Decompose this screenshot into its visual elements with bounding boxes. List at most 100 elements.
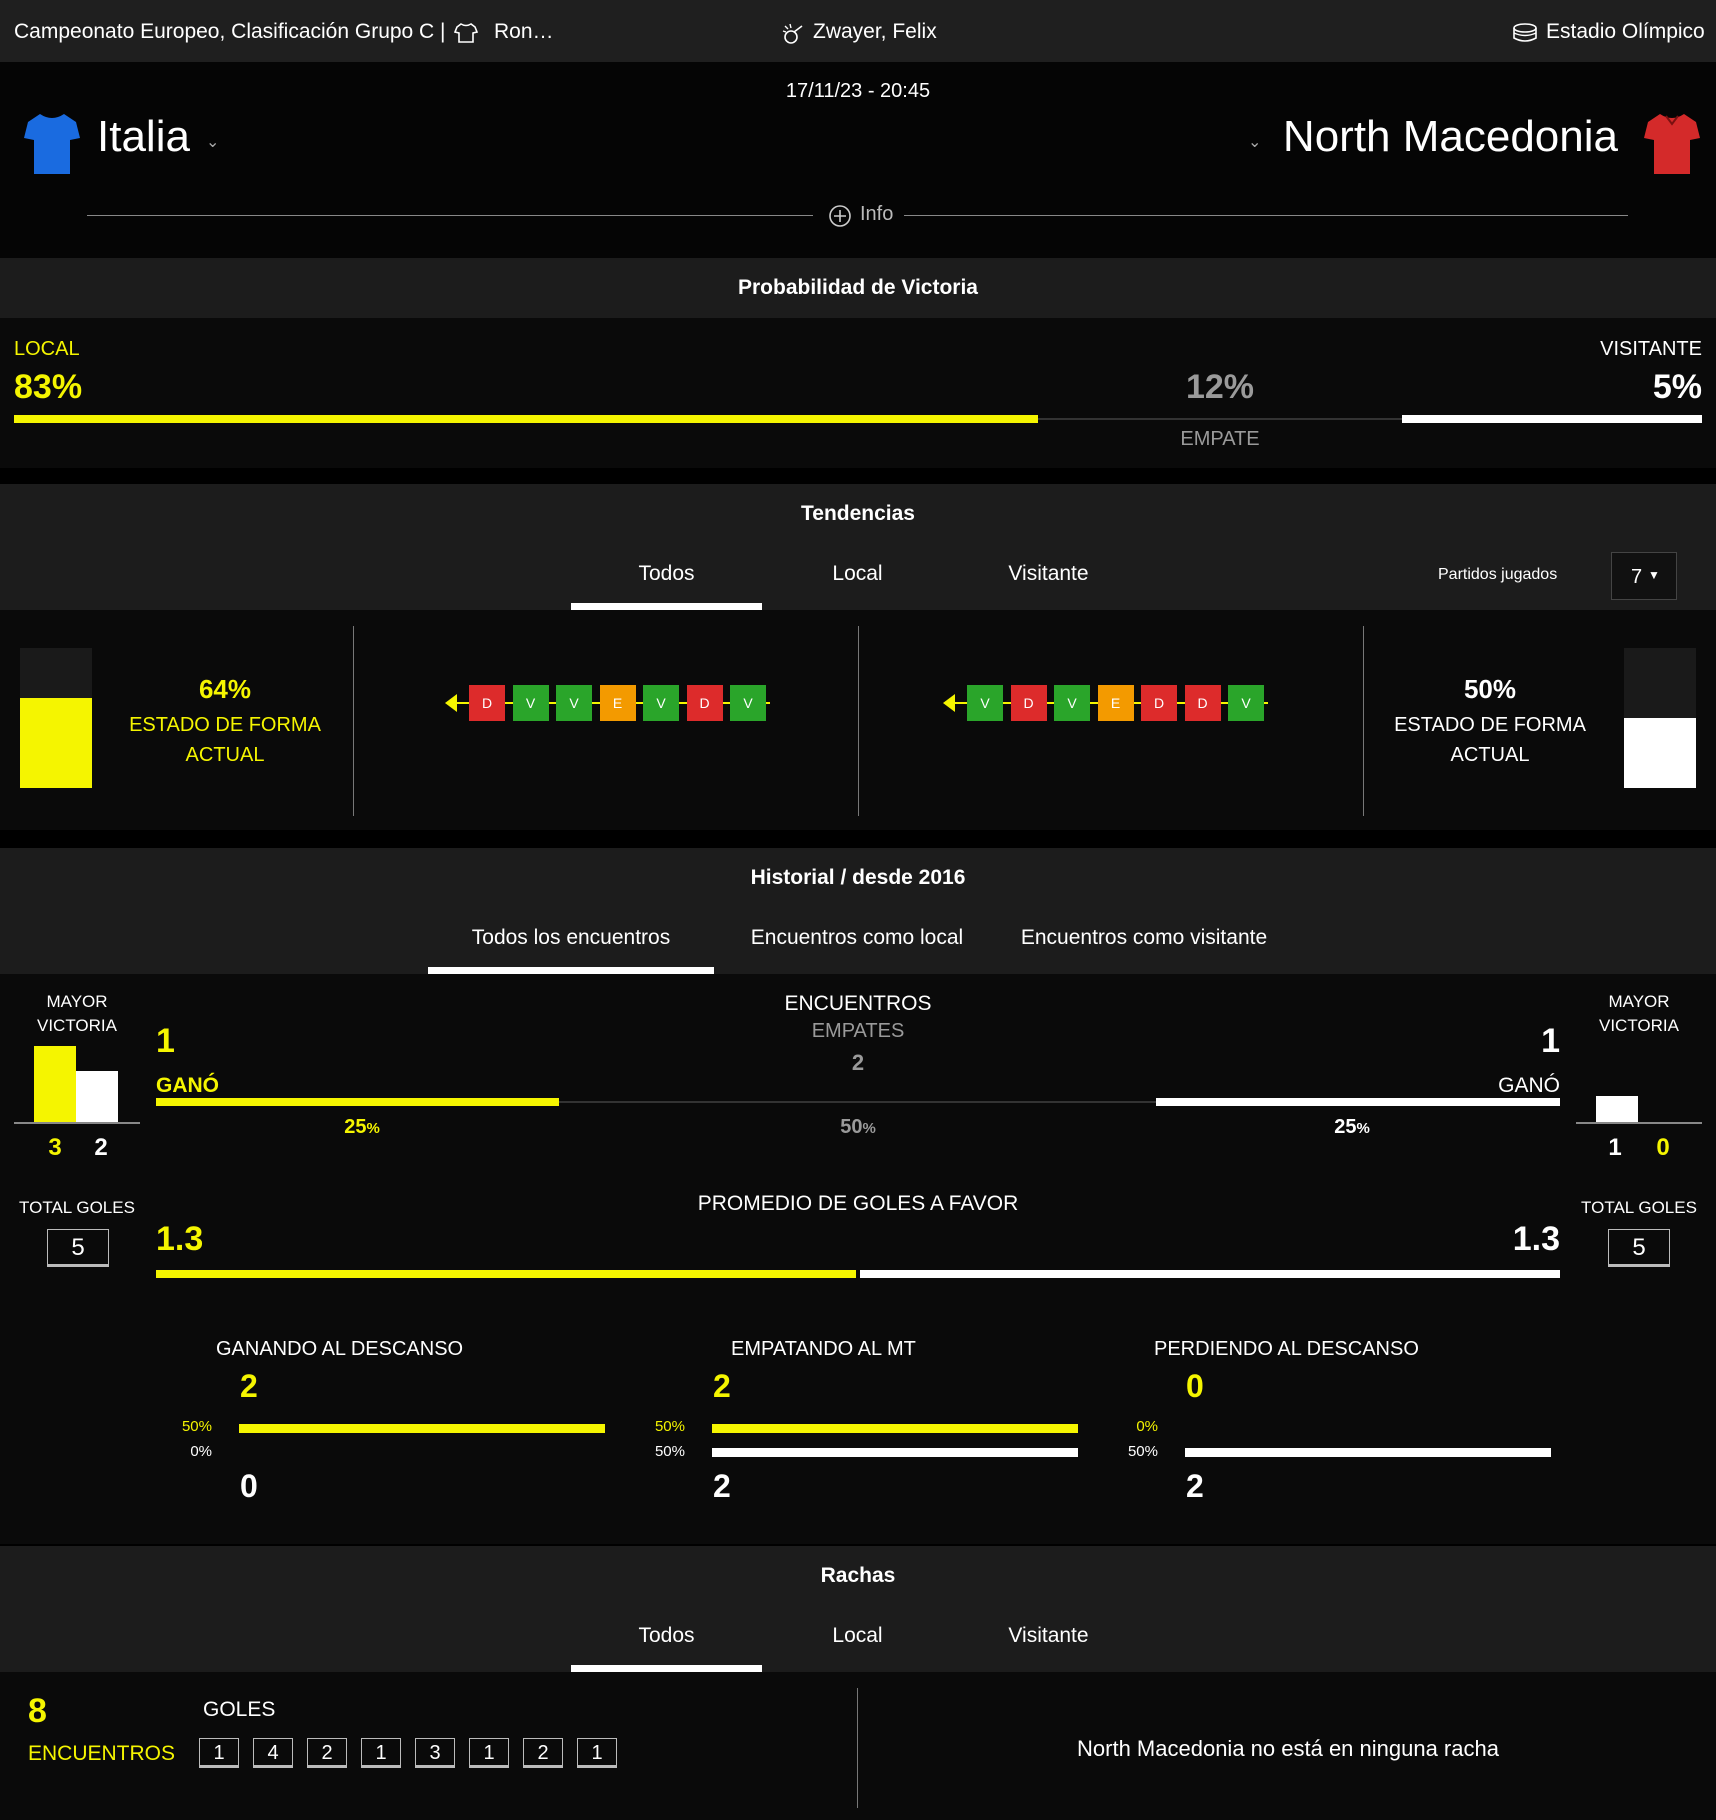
halftime-bottom-bar [712, 1448, 1078, 1457]
away-avg-goals-bar [860, 1270, 1560, 1278]
home-form-pct: 64% [198, 674, 252, 704]
win-probability-title: Probabilidad de Victoria [0, 258, 1716, 318]
home-biggest-win-bar-away [76, 1071, 118, 1122]
home-biggest-score-away: 2 [94, 1134, 108, 1161]
info-divider-right [904, 215, 1628, 216]
home-form-fill [20, 698, 92, 788]
info-toggle[interactable]: Info [860, 203, 894, 225]
away-biggest-score-away: 0 [1656, 1134, 1670, 1161]
away-total-goals-label: TOTAL GOLES [1581, 1198, 1697, 1217]
draw-bar [1038, 418, 1402, 420]
streak-goal-box: 2 [307, 1738, 347, 1768]
away-result-box[interactable]: V [1228, 685, 1264, 721]
streak-count: 8 [28, 1692, 47, 1730]
round-label[interactable]: Ron… [494, 20, 554, 43]
matches-played-value: 7 [1631, 566, 1643, 588]
away-form-fill [1624, 718, 1696, 788]
tab-streaks-all[interactable]: Todos [571, 1606, 762, 1672]
history-panel: MAYOR VICTORIA 3 2 ENCUENTROS EMPATES 2 … [0, 974, 1716, 1544]
tab-history-home[interactable]: Encuentros como local [750, 926, 964, 949]
away-total-goals-value: 5 [1608, 1229, 1670, 1267]
home-wins-pct: 25% [344, 1116, 380, 1138]
home-result-box[interactable]: V [730, 685, 766, 721]
away-result-box[interactable]: D [1141, 685, 1177, 721]
draw-label: EMPATE [1180, 428, 1260, 450]
away-streak-message: North Macedonia no está en ninguna racha [1077, 1736, 1499, 1761]
away-won-label: GANÓ [1498, 1074, 1560, 1097]
away-shirt-icon [1644, 114, 1700, 174]
home-result-box[interactable]: V [512, 685, 549, 721]
halftime-bottom-value: 2 [713, 1468, 731, 1504]
home-team-name[interactable]: Italia [97, 112, 190, 161]
stadium-label: Estadio Olímpico [1546, 20, 1705, 43]
referee-label: Zwayer, Felix [813, 20, 937, 43]
halftime-top-pct: 0% [1136, 1418, 1158, 1435]
matches-played-select[interactable]: 7 ▼ [1611, 552, 1677, 600]
home-team-chevron-icon[interactable]: ⌄ [206, 134, 220, 151]
win-probability-panel: LOCAL 83% 12% EMPATE VISITANTE 5% [0, 318, 1716, 468]
halftime-bottom-pct: 50% [1127, 1443, 1158, 1460]
home-result-box[interactable]: D [469, 685, 505, 721]
home-result-box[interactable]: D [686, 685, 723, 721]
tab-trends-away[interactable]: Visitante [1008, 562, 1089, 585]
streak-goal-box: 3 [415, 1738, 455, 1768]
info-divider-left [87, 215, 813, 216]
plus-circle-icon[interactable] [828, 204, 852, 228]
trends-tabs: Todos Local Visitante Partidos jugados 7… [0, 544, 1716, 610]
away-biggest-win-label: MAYOR VICTORIA [1599, 992, 1679, 1035]
tab-trends-all[interactable]: Todos [571, 544, 762, 610]
away-result-box[interactable]: V [1054, 685, 1090, 721]
tab-history-away[interactable]: Encuentros como visitante [1020, 926, 1268, 949]
tab-history-all[interactable]: Todos los encuentros [428, 908, 714, 974]
home-biggest-win-bar-home [34, 1046, 76, 1122]
home-form-gauge [20, 648, 92, 788]
home-biggest-win-label: MAYOR VICTORIA [37, 992, 117, 1035]
halftime-top-bar [239, 1424, 605, 1433]
home-result-box[interactable]: V [643, 685, 679, 721]
away-win-pct: 5% [1652, 368, 1702, 406]
streak-goal-box: 2 [523, 1738, 563, 1768]
away-team-name[interactable]: North Macedonia [1282, 112, 1618, 161]
home-wins-value: 1 [156, 1022, 175, 1060]
home-total-goals-label: TOTAL GOLES [19, 1198, 135, 1217]
stadium-icon [1513, 23, 1537, 42]
whistle-icon [782, 23, 803, 44]
tab-streaks-home[interactable]: Local [832, 1624, 883, 1647]
halftime-top-value: 2 [713, 1368, 731, 1404]
halftime-top-value: 2 [240, 1368, 258, 1404]
caret-down-icon: ▼ [1648, 568, 1660, 582]
away-result-box[interactable]: E [1097, 685, 1134, 721]
home-win-pct: 83% [14, 368, 83, 406]
home-result-box[interactable]: V [556, 685, 592, 721]
streak-goal-box: 1 [469, 1738, 509, 1768]
away-result-box[interactable]: V [967, 685, 1003, 721]
trends-title: Tendencias [0, 484, 1716, 544]
competition-label[interactable]: Campeonato Europeo, Clasificación Grupo … [14, 20, 446, 43]
away-team-chevron-icon[interactable]: ⌄ [1248, 134, 1262, 151]
streak-goals-label: GOLES [203, 1698, 276, 1721]
home-biggest-score-home: 3 [48, 1134, 62, 1161]
away-wins-value: 1 [1541, 1022, 1560, 1060]
streaks-divider [857, 1688, 858, 1808]
streaks-title: Rachas [0, 1546, 1716, 1606]
away-form-label: ESTADO DE FORMA ACTUAL [1394, 714, 1586, 766]
home-result-box[interactable]: E [599, 685, 636, 721]
home-biggest-baseline [14, 1122, 140, 1124]
history-tabs: Todos los encuentros Encuentros como loc… [0, 908, 1716, 974]
tab-trends-home[interactable]: Local [832, 562, 883, 585]
away-result-box[interactable]: D [1010, 685, 1047, 721]
home-avg-goals: 1.3 [156, 1220, 204, 1258]
trends-divider-2 [858, 626, 859, 816]
away-result-box[interactable]: D [1184, 685, 1221, 721]
halftime-top-pct: 50% [654, 1418, 685, 1435]
draws-label: EMPATES [811, 1020, 905, 1042]
halftime-bottom-value: 0 [240, 1468, 258, 1504]
history-title: Historial / desde 2016 [0, 848, 1716, 908]
home-avg-goals-bar [156, 1270, 856, 1278]
shirt-icon [454, 23, 478, 43]
tab-streaks-away[interactable]: Visitante [1008, 1624, 1089, 1647]
streak-goal-box: 1 [199, 1738, 239, 1768]
away-win-bar [1402, 415, 1702, 423]
